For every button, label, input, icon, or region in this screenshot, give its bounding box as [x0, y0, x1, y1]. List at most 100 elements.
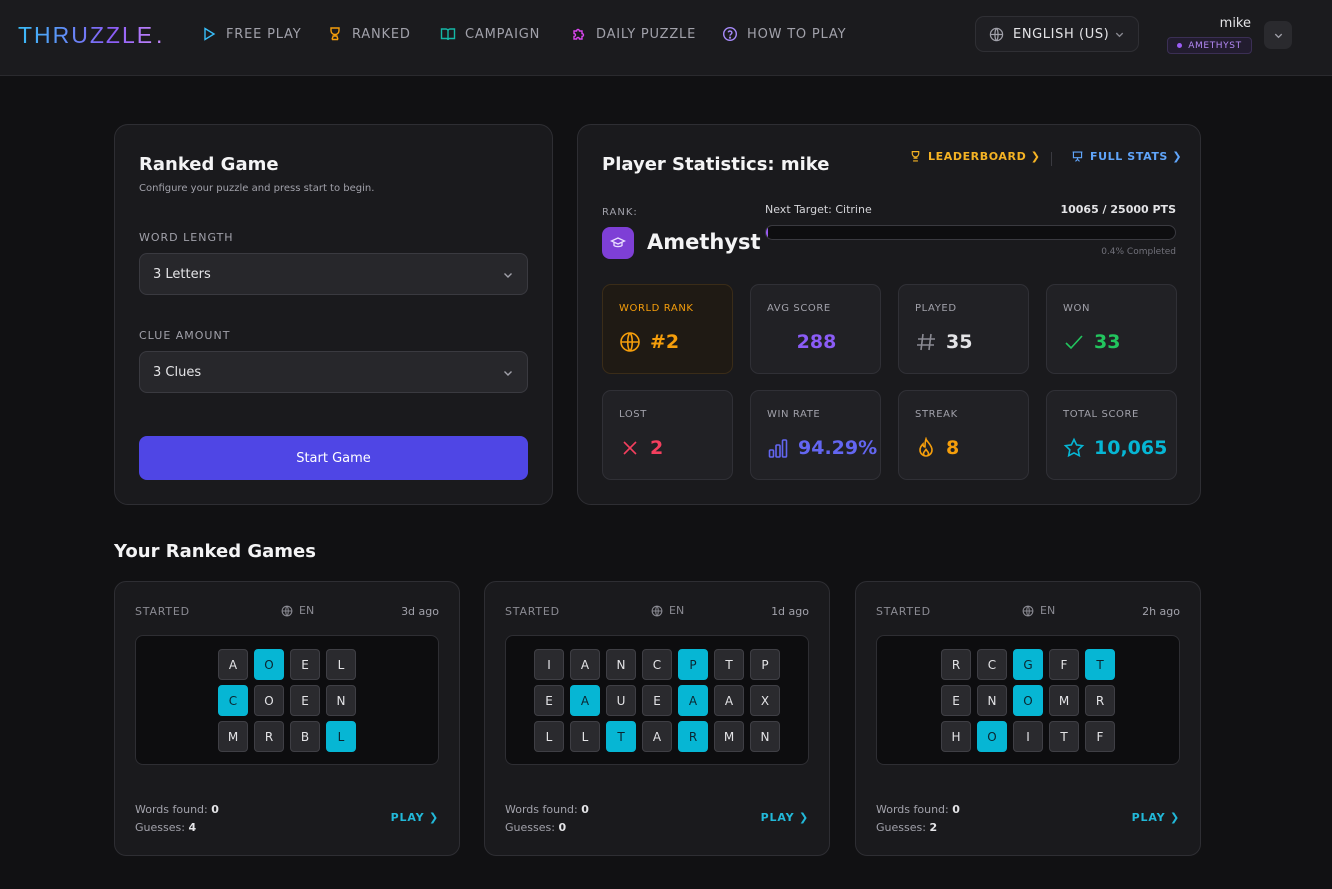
play-button[interactable]: PLAY ❯ [390, 811, 439, 824]
nav-label: CAMPAIGN [465, 26, 541, 42]
stat-value: 10,065 [1063, 437, 1167, 459]
letter-tile: E [534, 685, 564, 716]
letter-tile: N [326, 685, 356, 716]
stat-value-text: 2 [650, 437, 664, 459]
game-language: EN [1022, 604, 1055, 617]
app-logo[interactable]: THRUZZLE [18, 22, 155, 48]
hash-icon [917, 333, 935, 351]
app-logo-dot: . [156, 22, 163, 48]
letter-tile: A [570, 649, 600, 680]
stat-card-streak: STREAK 8 [898, 390, 1029, 480]
stat-card-world-rank: WORLD RANK #2 [602, 284, 733, 374]
full-stats-link-label: FULL STATS ❯ [1090, 150, 1183, 163]
nav-campaign[interactable]: CAMPAIGN [440, 26, 540, 42]
help-circle-icon [722, 26, 738, 42]
rank-emblem [602, 227, 634, 259]
letter-tile: F [1085, 721, 1115, 752]
next-target: Next Target: Citrine [765, 203, 872, 216]
letter-tile: A [714, 685, 744, 716]
progress-text: 0.4% Completed [1101, 247, 1176, 257]
stat-label: PLAYED [915, 303, 957, 314]
letter-tile: N [750, 721, 780, 752]
stat-label: WON [1063, 303, 1091, 314]
letter-tile: M [218, 721, 248, 752]
letter-tile: I [534, 649, 564, 680]
language-label: ENGLISH (US) [1013, 26, 1110, 42]
rank-progress-bar [765, 225, 1176, 240]
badge-dot-icon [1177, 43, 1183, 48]
presentation-icon [1072, 151, 1083, 162]
nav-ranked[interactable]: RANKED [327, 26, 411, 42]
words-found-value: 0 [581, 803, 589, 816]
globe-icon [989, 27, 1004, 41]
stat-label: WIN RATE [767, 409, 821, 420]
stat-value: 8 [915, 437, 959, 459]
user-name: mike [1219, 16, 1251, 31]
full-stats-link[interactable]: FULL STATS ❯ [1071, 150, 1182, 163]
globe-icon [651, 605, 663, 616]
guesses: Guesses: 4 [135, 821, 196, 834]
letter-tile: E [642, 685, 672, 716]
letter-tile: R [941, 649, 971, 680]
guesses-value: 0 [558, 821, 567, 834]
stat-value-text: #2 [650, 331, 680, 353]
letter-tile: H [941, 721, 971, 752]
nav-free-play[interactable]: FREE PLAY [201, 26, 301, 42]
words-found-label: Words found: [505, 803, 578, 816]
top-bar: THRUZZLE . FREE PLAY RANKED CAMPAIGN DAI… [0, 0, 1332, 76]
letter-tile: C [218, 685, 248, 716]
letter-tile: E [290, 685, 320, 716]
clue-amount-select[interactable]: 3 Clues [139, 351, 528, 393]
stat-label: WORLD RANK [619, 303, 694, 314]
nav-label: RANKED [352, 26, 411, 42]
start-game-button[interactable]: Start Game [139, 436, 528, 480]
check-icon [1065, 335, 1083, 350]
play-button[interactable]: PLAY ❯ [760, 811, 809, 824]
your-games-title: Your Ranked Games [114, 541, 316, 562]
stat-value-text: 35 [946, 331, 973, 353]
play-icon [204, 27, 216, 41]
leaderboard-link[interactable]: LEADERBOARD ❯ [909, 150, 1041, 163]
letter-tile: T [1049, 721, 1079, 752]
nav-daily-puzzle[interactable]: DAILY PUZZLE [571, 26, 696, 42]
puzzle-icon [573, 28, 585, 40]
trophy-icon [911, 151, 920, 162]
ranked-game-subtitle: Configure your puzzle and press start to… [139, 183, 375, 194]
word-length-select[interactable]: 3 Letters [139, 253, 528, 295]
x-icon [623, 441, 637, 455]
stat-card-win-rate: WIN RATE 94.29% [750, 390, 881, 480]
game-language: EN [281, 604, 314, 617]
stat-card-total-score: TOTAL SCORE 10,065 [1046, 390, 1177, 480]
letter-tile: R [1085, 685, 1115, 716]
ranked-game-title: Ranked Game [139, 154, 279, 175]
play-button[interactable]: PLAY ❯ [1131, 811, 1180, 824]
chevron-down-icon [504, 273, 512, 278]
nav-how-to-play[interactable]: HOW TO PLAY [722, 26, 846, 42]
letter-tile: P [750, 649, 780, 680]
letter-tile: R [254, 721, 284, 752]
trophy-icon [330, 27, 340, 41]
words-found-value: 0 [952, 803, 960, 816]
user-menu-button[interactable] [1264, 21, 1292, 49]
game-time-ago: 1d ago [771, 605, 809, 618]
language-select[interactable]: ENGLISH (US) [975, 16, 1139, 52]
game-status: STARTED [876, 605, 931, 618]
letter-tile: O [254, 685, 284, 716]
letter-tile: A [642, 721, 672, 752]
stat-label: STREAK [915, 409, 958, 420]
clue-amount-label: CLUE AMOUNT [139, 329, 231, 342]
stat-value-text: 8 [946, 437, 960, 459]
player-stats-panel: Player Statistics: mike LEADERBOARD ❯ FU… [577, 124, 1201, 505]
graduation-cap-icon [610, 237, 626, 248]
book-icon [440, 28, 456, 41]
letter-tile: U [606, 685, 636, 716]
stat-value: 33 [1063, 331, 1120, 353]
letter-tile: M [714, 721, 744, 752]
words-found: Words found: 0 [876, 803, 960, 816]
stat-value: 35 [915, 331, 972, 353]
